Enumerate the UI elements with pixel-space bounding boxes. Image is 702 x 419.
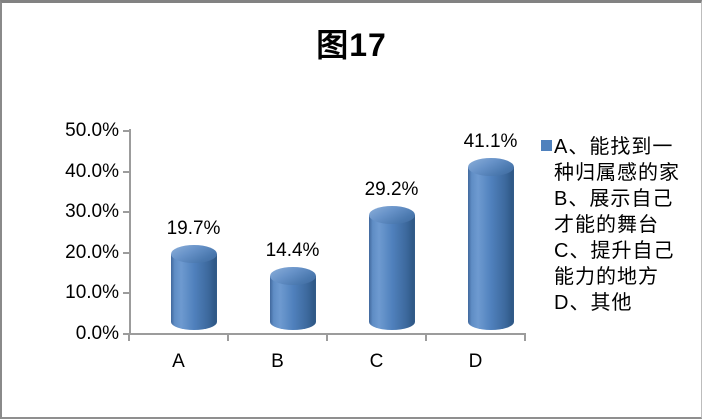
bar-data-label: 29.2%: [364, 179, 419, 201]
bar-data-label: 19.7%: [166, 218, 221, 240]
y-axis-tick-label: 50.0%: [65, 120, 119, 141]
y-axis-tick: [123, 130, 130, 132]
bar-cylinder: [368, 206, 415, 330]
y-axis-tick-label: 40.0%: [65, 160, 119, 182]
y-axis-tick: [123, 292, 130, 295]
bar-cylinder: [269, 266, 316, 330]
chart-title: 图17: [316, 27, 387, 63]
y-axis-tick: [123, 211, 130, 214]
legend-line: 能力的地方: [554, 266, 659, 288]
bar-cylinder: [467, 158, 514, 330]
bar-data-label: 41.1%: [463, 131, 518, 153]
y-axis-tick-label: 20.0%: [65, 241, 119, 263]
bar-cylinder: [170, 245, 217, 330]
x-axis-category-label: A: [172, 351, 185, 372]
bar-cylinder-body: [170, 254, 217, 330]
x-axis-tick: [425, 334, 427, 341]
bar-cylinder-top: [368, 206, 415, 225]
y-axis-tick: [123, 333, 130, 335]
x-axis-tick: [227, 334, 229, 341]
x-axis-tick: [128, 334, 130, 341]
x-axis-tick: [326, 334, 328, 341]
y-axis-line: [129, 129, 131, 335]
legend-line: 种归属感的家: [554, 162, 680, 184]
x-axis-category-label: C: [369, 351, 384, 372]
legend-marker-swatch: [541, 140, 552, 151]
x-axis-tick: [524, 334, 526, 341]
y-axis-tick-label: 10.0%: [65, 282, 119, 304]
y-axis-tick-label: 0.0%: [75, 323, 119, 344]
bar-cylinder-body: [269, 275, 316, 330]
legend-line: B、展示自己: [554, 188, 674, 210]
bar-cylinder-top: [269, 266, 316, 285]
y-axis-tick-label: 30.0%: [65, 201, 119, 223]
legend-series-text: A、能找到一 种归属感的家 B、展示自己 才能的舞台 C、提升自己 能力的地方 …: [554, 134, 701, 316]
legend-line: A、能找到一: [554, 136, 674, 158]
legend-line: C、提升自己: [554, 240, 675, 262]
bar-cylinder-top: [170, 245, 217, 264]
y-axis-tick: [123, 251, 130, 254]
bar-data-label: 14.4%: [265, 239, 320, 261]
legend-line: D、其他: [554, 292, 633, 314]
bar-cylinder-body: [368, 215, 415, 330]
bar-cylinder-top: [467, 158, 514, 177]
bar-cylinder-body: [467, 167, 514, 330]
legend-line: 才能的舞台: [554, 214, 659, 236]
y-axis-tick: [123, 170, 130, 173]
x-axis-category-label: B: [271, 351, 284, 372]
x-axis-category-label: D: [468, 351, 483, 372]
